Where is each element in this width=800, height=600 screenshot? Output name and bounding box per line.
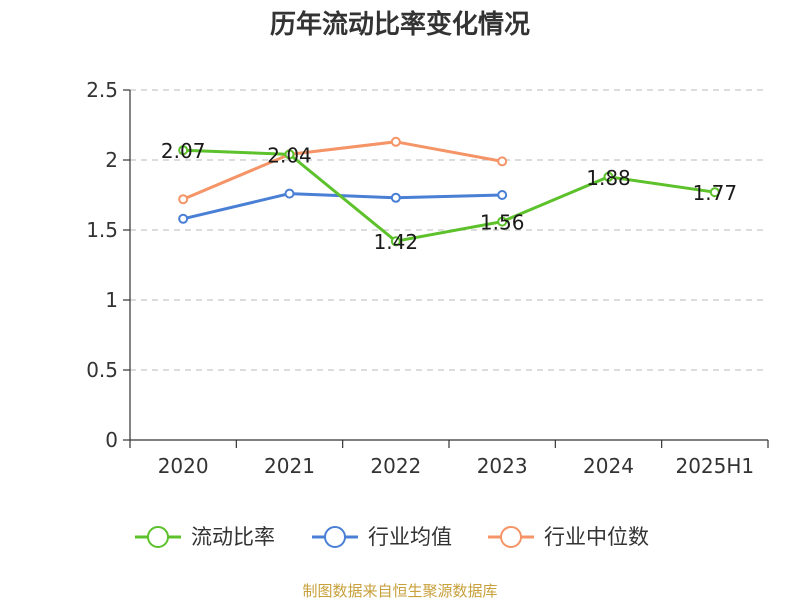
series-group [178, 136, 720, 247]
x-tick-label: 2024 [583, 454, 634, 478]
data-point [390, 236, 401, 247]
y-tick-label: 1.5 [86, 218, 118, 242]
data-point [497, 216, 508, 227]
y-tick-label: 0 [105, 428, 118, 452]
data-label: 1.42 [374, 230, 419, 254]
y-tick-label: 2.5 [86, 78, 118, 102]
x-tick-label: 2025H1 [675, 454, 754, 478]
legend-item-1[interactable]: 行业均值 [312, 525, 452, 549]
data-point [603, 171, 614, 182]
y-tick-label: 0.5 [86, 358, 118, 382]
legend-label: 行业均值 [368, 525, 452, 549]
data-label: 1.77 [693, 181, 738, 205]
series-line-0 [183, 148, 716, 243]
data-point [284, 188, 295, 199]
chart-title: 历年流动比率变化情况 [270, 9, 530, 40]
x-tick-label: 2021 [264, 454, 315, 478]
data-label: 1.88 [586, 166, 631, 190]
data-label: 2.04 [267, 143, 312, 167]
data-label: 2.07 [161, 139, 206, 163]
data-point [178, 145, 189, 156]
data-point [709, 187, 720, 198]
data-point [178, 213, 189, 224]
axes: 0 0.5 1 1.5 2 2.5 2020 2021 2022 2023 2024 2025H1 [86, 78, 769, 478]
data-point [497, 190, 508, 200]
x-tick-label: 2023 [477, 454, 528, 478]
data-point [497, 156, 508, 167]
data-point [390, 136, 401, 147]
y-tick-label: 2 [105, 148, 118, 172]
x-tick-label: 2020 [158, 454, 209, 478]
series-line-2 [182, 140, 503, 201]
legend-marker-icon [500, 526, 522, 548]
series-line-1 [182, 192, 503, 221]
source-note: 制图数据来自恒生聚源数据库 [302, 582, 497, 600]
data-point [390, 192, 401, 203]
legend[interactable]: 流动比率 行业均值 行业中位数 [135, 525, 649, 549]
y-tick-label: 1 [105, 288, 118, 312]
legend-item-2[interactable]: 行业中位数 [488, 525, 649, 549]
x-tick-label: 2022 [370, 454, 421, 478]
legend-item-0[interactable]: 流动比率 [135, 525, 275, 549]
data-labels: 2.07 2.04 1.42 1.56 1.88 1.77 [161, 139, 737, 254]
data-label: 1.56 [480, 211, 525, 235]
data-point [284, 149, 295, 160]
legend-label: 行业中位数 [544, 525, 649, 549]
legend-marker-icon [324, 526, 346, 548]
legend-marker-icon [147, 526, 169, 548]
data-point [178, 194, 189, 205]
legend-label: 流动比率 [191, 525, 275, 549]
